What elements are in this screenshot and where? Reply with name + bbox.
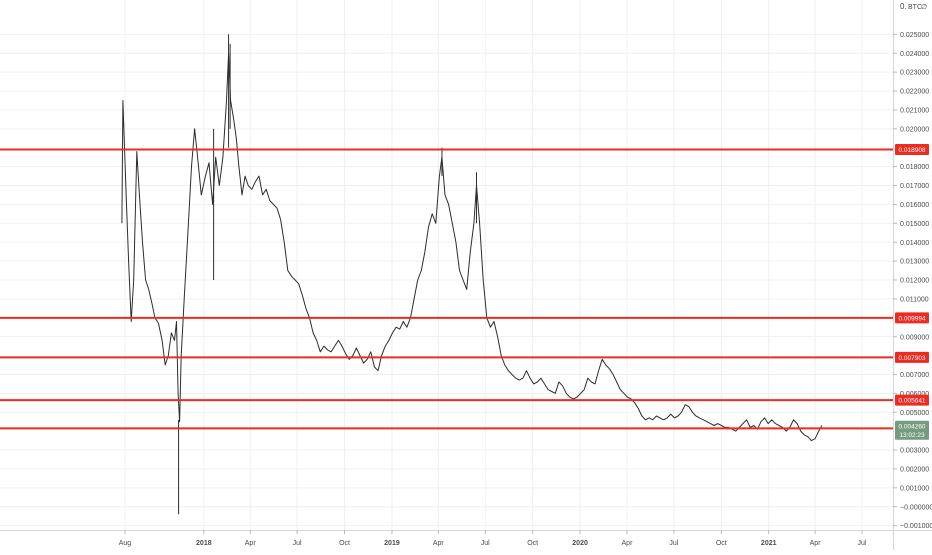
support-resistance-lines[interactable] [0, 148, 893, 430]
y-tick-label: 0.018000 [900, 164, 929, 171]
x-tick-label: 2019 [384, 540, 400, 547]
unit-label: BTC [908, 4, 922, 11]
axis-top-label: 0. [900, 2, 907, 11]
y-tick-label: 0.014000 [900, 240, 929, 247]
y-tick-label: 0.021000 [900, 108, 929, 115]
y-tick-label: 0.022000 [900, 89, 929, 96]
x-tick-label: Apr [245, 540, 257, 547]
level-price-label: 0.005641 [898, 398, 925, 405]
x-tick-label: Jul [293, 540, 302, 547]
y-tick-label: 0.001000 [900, 485, 929, 492]
x-tick-label: Oct [716, 540, 727, 547]
y-tick-label: 0.025000 [900, 32, 929, 39]
level-price-badge [895, 394, 929, 406]
price-badges: 0.0189080.0099940.0079030.0056410.004145… [895, 143, 929, 440]
x-tick-label: 2021 [761, 540, 777, 547]
y-tick-label: 0.023000 [900, 70, 929, 77]
x-tick-label: Aug [119, 540, 132, 547]
y-tick-label: 0.024000 [900, 51, 929, 58]
x-tick-label: Jul [481, 540, 490, 547]
y-tick-label: 0.002000 [900, 467, 929, 474]
level-price-badge [895, 143, 929, 155]
y-tick-label: 0.009000 [900, 334, 929, 341]
y-tick-label: 0.012000 [900, 278, 929, 285]
y-tick-label: −0.000000 [900, 504, 932, 511]
price-series [121, 34, 823, 515]
x-tick-label: Oct [527, 540, 538, 547]
last-price-label: 0.004260 [898, 424, 925, 431]
y-tick-label: 0.015000 [900, 221, 929, 228]
time-axis[interactable]: Aug 2018 Apr Jul Oct 2019 Apr Jul Oct 2020 Apr Jul O… [119, 530, 867, 547]
y-tick-label: −0.001000 [900, 523, 932, 530]
gridlines [0, 0, 893, 530]
x-tick-label: Apr [433, 540, 445, 547]
y-tick-label: 0.016000 [900, 202, 929, 209]
x-tick-label: Apr [810, 540, 822, 547]
level-price-label: 0.007903 [898, 355, 925, 362]
x-tick-label: 2018 [196, 540, 212, 547]
level-price-badge [895, 351, 929, 363]
x-tick-label: Jul [858, 540, 867, 547]
y-tick-label: 0.011000 [900, 296, 929, 303]
y-tick-label: 0.013000 [900, 259, 929, 266]
level-price-badge [895, 312, 929, 324]
x-tick-label: Jul [669, 540, 678, 547]
x-tick-label: Apr [622, 540, 634, 547]
y-tick-label: 0.017000 [900, 183, 929, 190]
y-tick-label: 0.007000 [900, 372, 929, 379]
price-line [121, 52, 823, 442]
bar-countdown-label: 13:02:23 [899, 432, 925, 439]
x-tick-label: Oct [339, 540, 350, 547]
y-tick-label: 0.006000 [900, 391, 929, 398]
y-tick-label: 0.005000 [900, 410, 929, 417]
unit-arrow-icon: ∅ [921, 4, 927, 11]
price-axis[interactable]: 0. BTC ∅ 0.025000 0.024000 0.023000 0.02200… [893, 2, 932, 530]
x-tick-label: 2020 [572, 540, 588, 547]
last-price-badge [895, 420, 929, 440]
y-tick-label: 0.020000 [900, 126, 929, 133]
y-tick-label: 0.003000 [900, 448, 929, 455]
level-price-label: 0.009994 [898, 315, 925, 322]
level-price-label: 0.018908 [898, 147, 925, 154]
